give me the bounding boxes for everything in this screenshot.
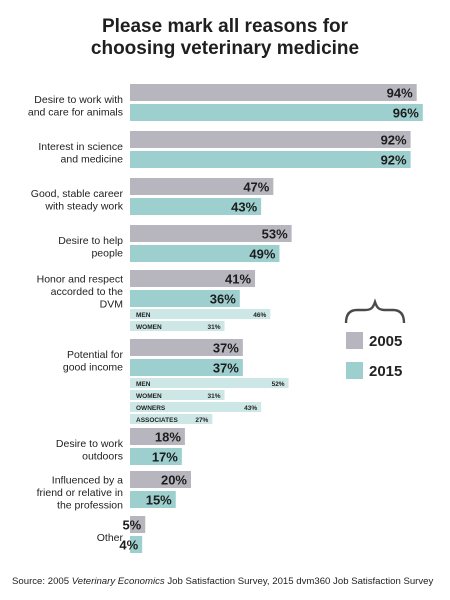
- category-label: DVM: [100, 299, 123, 311]
- value-label-2015: 17%: [152, 450, 178, 465]
- category-label: Desire to help: [58, 235, 123, 247]
- value-label-2005: 94%: [387, 86, 413, 101]
- category-label: people: [91, 247, 123, 259]
- category-label: Desire to work: [56, 438, 124, 450]
- bar-2005: [130, 471, 191, 488]
- value-label-2005: 20%: [161, 473, 187, 488]
- sub-bar-label: MEN: [136, 381, 151, 388]
- value-label-2005: 92%: [381, 133, 407, 148]
- value-label-2015: 15%: [146, 493, 172, 508]
- category-label: Good, stable career: [31, 188, 124, 200]
- value-label-2015: 36%: [210, 292, 236, 307]
- sub-bar: [130, 309, 271, 319]
- sub-bar-value: 31%: [208, 324, 221, 331]
- sub-bar-label: ASSOCIATES: [136, 417, 178, 424]
- bar-2005: [130, 131, 411, 148]
- bar-2005: [130, 270, 256, 287]
- sub-bar-label: WOMEN: [136, 324, 162, 331]
- category-label: the profession: [57, 500, 123, 512]
- value-label-2005: 53%: [262, 227, 288, 242]
- category-label: Influenced by a: [52, 475, 123, 487]
- source-italic: Veterinary Economics: [71, 576, 165, 587]
- value-label-2015: 37%: [213, 361, 239, 376]
- bar-2015: [130, 290, 240, 307]
- sub-bar-value: 27%: [195, 417, 208, 424]
- value-label-2015: 49%: [249, 247, 275, 262]
- sub-bar: [130, 414, 213, 424]
- sub-bar: [130, 378, 289, 388]
- source-note: Source: 2005 Veterinary Economics Job Sa…: [12, 576, 442, 587]
- legend-bracket: [344, 298, 406, 324]
- title-line-1: Please mark all reasons for: [101, 16, 349, 37]
- bar-2005: [130, 428, 185, 445]
- category-label: friend or relative in: [37, 487, 124, 499]
- bar-2005: [130, 516, 146, 533]
- sub-bar-value: 52%: [272, 381, 285, 388]
- bar-2015: [130, 245, 280, 262]
- value-label-2015: 92%: [381, 153, 407, 168]
- category-label: and medicine: [61, 153, 124, 165]
- category-label: accorded to the: [51, 286, 124, 298]
- category-label: Desire to work with: [34, 94, 123, 106]
- title-line-2: choosing veterinary medicine: [90, 38, 360, 59]
- bar-2005: [130, 178, 274, 195]
- sub-bar: [130, 390, 225, 400]
- sub-bar-value: 31%: [208, 393, 221, 400]
- legend-label-2015: 2015: [369, 363, 402, 380]
- bar-2015: [130, 151, 411, 168]
- value-label-2005: 37%: [213, 341, 239, 356]
- category-label: Interest in science: [38, 141, 123, 153]
- bar-2005: [130, 339, 243, 356]
- legend-label-2005: 2005: [369, 333, 402, 350]
- sub-bar-label: WOMEN: [136, 393, 162, 400]
- value-label-2015: 96%: [393, 106, 419, 121]
- value-label-2015: 4%: [119, 538, 138, 553]
- value-label-2005: 18%: [155, 430, 181, 445]
- source-suffix: Job Satisfaction Survey, 2015 dvm360 Job…: [164, 576, 434, 587]
- page-title: Please mark all reasons for choosing vet…: [0, 16, 450, 60]
- sub-bar-value: 46%: [253, 312, 266, 319]
- bar-2015: [130, 491, 176, 508]
- value-label-2005: 47%: [243, 180, 269, 195]
- legend-swatch-2015: [346, 362, 363, 379]
- bar-2005: [130, 84, 417, 101]
- sub-bar: [130, 402, 262, 412]
- bar-2015: [130, 104, 423, 121]
- value-label-2005: 41%: [225, 272, 251, 287]
- bar-2015: [130, 359, 243, 376]
- source-prefix: Source: 2005: [12, 576, 72, 587]
- category-label: good income: [63, 361, 123, 373]
- category-label: outdoors: [82, 450, 123, 462]
- category-label: and care for animals: [28, 106, 123, 118]
- sub-bar-value: 43%: [244, 405, 257, 412]
- sub-bar-label: OWNERS: [136, 405, 166, 412]
- bar-2005: [130, 225, 292, 242]
- value-label-2015: 43%: [231, 200, 257, 215]
- category-label: Other: [97, 532, 124, 544]
- value-label-2005: 5%: [122, 518, 141, 533]
- sub-bar-label: MEN: [136, 312, 151, 319]
- category-label: Honor and respect: [37, 274, 123, 286]
- bar-2015: [130, 536, 143, 553]
- category-label: Potential for: [67, 349, 124, 361]
- legend-swatch-2005: [346, 332, 363, 349]
- sub-bar: [130, 321, 225, 331]
- bar-2015: [130, 198, 262, 215]
- category-label: with steady work: [44, 200, 123, 212]
- bar-2015: [130, 448, 182, 465]
